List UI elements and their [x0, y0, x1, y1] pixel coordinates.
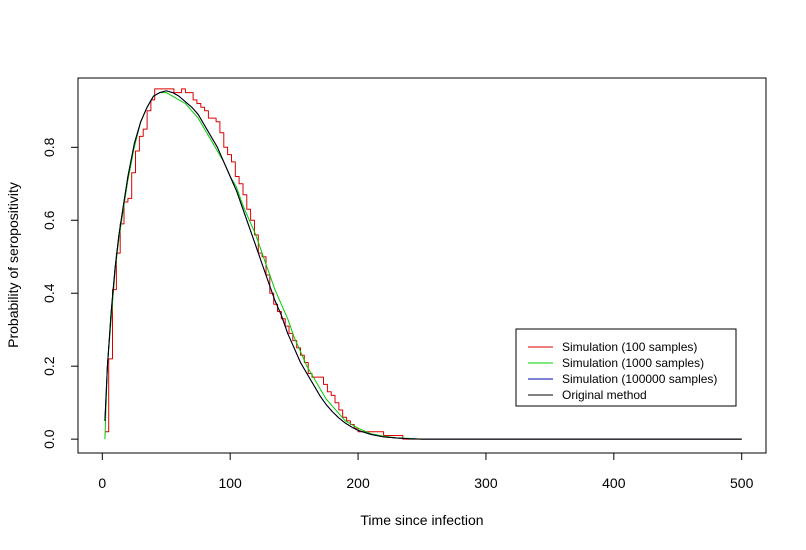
legend-label: Simulation (100 samples): [562, 340, 697, 354]
legend: Simulation (100 samples) Simulation (1000…: [515, 328, 737, 407]
y-tick-label: 0.2: [41, 356, 57, 376]
x-tick-label: 500: [730, 475, 754, 491]
legend-box: [515, 328, 737, 407]
y-tick-label: 0.6: [41, 210, 57, 230]
x-tick-label: 0: [98, 475, 106, 491]
x-axis: 0 100 200 300 400 500: [98, 452, 754, 491]
series-layer: [104, 88, 742, 440]
y-tick-label: 0.4: [41, 283, 57, 303]
y-tick-label: 0.8: [41, 137, 57, 157]
legend-label: Simulation (1000 samples): [562, 356, 704, 370]
x-axis-title: Time since infection: [360, 512, 483, 528]
x-tick-label: 200: [346, 475, 370, 491]
legend-label: Simulation (100000 samples): [562, 372, 717, 386]
series-line-4: [104, 90, 742, 440]
y-axis-title: Probability of seropositivity: [5, 182, 21, 348]
legend-label: Original method: [562, 388, 647, 402]
y-tick-label: 0.0: [41, 429, 57, 449]
y-axis: 0.0 0.2 0.4 0.6 0.8: [41, 137, 79, 449]
series-line-1: [104, 88, 742, 440]
x-tick-label: 400: [602, 475, 626, 491]
x-tick-label: 100: [218, 475, 242, 491]
x-tick-label: 300: [474, 475, 498, 491]
